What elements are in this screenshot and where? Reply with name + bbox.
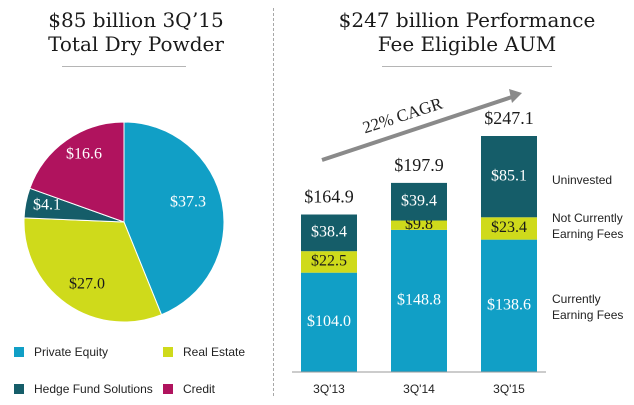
bar-label-earning-1: $104.0 [307,313,351,330]
left-title-line2: Total Dry Powder [48,32,224,56]
bar-label-earning-2: $148.8 [397,292,441,309]
bar-category-3: 3Q'15 [493,382,525,396]
legend-not-earning-line1: Not Currently [552,211,623,225]
legend-item-private-equity: Private Equity [14,345,108,359]
legend-label-private-equity: Private Equity [34,345,109,359]
pie-label-private-equity: $37.3 [170,194,206,211]
legend-item-credit: Credit [163,382,215,396]
legend-swatch-private-equity [14,347,24,357]
right-title-line1: $247 billion Performance [338,8,596,32]
cagr-arrow-shaft [321,95,513,162]
bar-not-earning-3 [481,217,537,240]
bar-total-2: $197.9 [394,155,444,175]
panel-divider [273,8,274,396]
bar-label-uninvested-3: $85.1 [491,167,527,184]
bar-label-not-earning-3: $23.4 [491,219,527,236]
bar-uninvested-3 [481,136,537,218]
right-chart-title: $247 billion Performance Fee Eligible AU… [300,8,634,56]
legend-not-earning-line2: Earning Fees [552,227,623,241]
pie-label-real-estate: $27.0 [69,276,105,293]
bar-not-earning-2 [391,220,447,230]
pie-slice-credit [29,121,125,223]
bar-label-not-earning-1: $22.5 [311,253,347,270]
bar-label-uninvested-1: $38.4 [311,224,347,241]
bar-uninvested-1 [301,214,357,252]
bar-earning-1 [301,272,357,372]
bar-label-uninvested-2: $39.4 [401,192,437,209]
legend-item-real-estate: Real Estate [163,345,245,359]
pie-label-credit: $16.6 [66,146,102,163]
left-title-rule [62,66,186,67]
left-title-line1: $85 billion 3Q’15 [48,8,224,32]
right-title-rule [382,66,552,67]
pie-label-hedge-fund: $4.1 [33,197,61,214]
pie-slice-real-estate [23,217,163,323]
bar-not-earning-1 [301,251,357,273]
legend-earning-line2: Earning Fees [552,308,623,322]
cagr-arrowhead [509,89,522,103]
legend-swatch-credit [163,384,173,394]
legend-swatch-real-estate [163,347,173,357]
right-title-line2: Fee Eligible AUM [377,32,557,56]
legend-label-real-estate: Real Estate [183,345,246,359]
bar-uninvested-2 [391,182,447,221]
pie-slice-private-equity [123,121,225,316]
bar-total-3: $247.1 [484,108,534,128]
cagr-label: 22% CAGR [360,93,445,137]
legend-label-credit: Credit [183,382,216,396]
left-chart-title: $85 billion 3Q’15 Total Dry Powder [0,8,272,56]
legend-earning-line1: Currently [552,292,601,306]
bar-total-1: $164.9 [304,187,354,207]
bar-label-earning-3: $138.6 [487,296,531,313]
legend-uninvested: Uninvested [552,173,612,187]
legend-swatch-hedge-fund [14,384,24,394]
legend-label-hedge-fund: Hedge Fund Solutions [34,382,153,396]
bar-category-2: 3Q'14 [403,382,435,396]
bar-earning-3 [481,239,537,372]
bar-earning-2 [391,229,447,372]
legend-item-hedge-fund: Hedge Fund Solutions [14,382,153,396]
bar-category-1: 3Q'13 [313,382,345,396]
